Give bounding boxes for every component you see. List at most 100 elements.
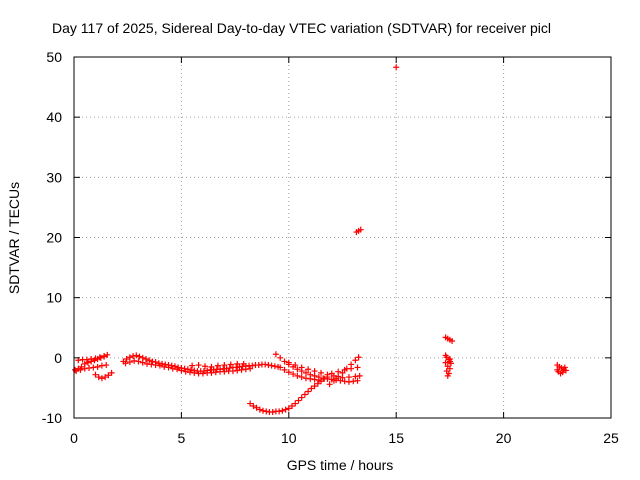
data-point — [335, 368, 342, 375]
data-point — [559, 369, 566, 376]
data-point — [214, 362, 221, 369]
data-point — [282, 406, 289, 413]
data-point — [337, 377, 344, 384]
data-point — [95, 374, 102, 381]
data-point — [277, 364, 284, 371]
y-tick-label: 20 — [46, 230, 62, 246]
data-point — [253, 404, 260, 411]
data-point — [355, 354, 362, 361]
data-point — [133, 352, 140, 359]
data-point — [83, 356, 90, 363]
data-point — [104, 351, 111, 358]
data-point — [333, 375, 340, 382]
data-point — [272, 351, 279, 358]
data-point — [354, 377, 361, 384]
data-point — [263, 408, 270, 415]
data-point — [178, 367, 185, 374]
data-point — [279, 407, 286, 414]
data-point — [290, 371, 297, 378]
data-point — [281, 366, 288, 373]
data-point — [96, 354, 103, 361]
data-point — [152, 362, 159, 369]
data-point — [447, 360, 454, 367]
data-point — [294, 372, 301, 379]
chart-title: Day 117 of 2025, Sidereal Day-to-day VTE… — [52, 20, 551, 36]
x-tick-label: 20 — [496, 430, 512, 446]
data-point — [562, 367, 569, 374]
data-point — [165, 364, 172, 371]
data-point — [249, 362, 256, 369]
data-point — [444, 372, 451, 379]
data-point — [298, 374, 305, 381]
data-point — [144, 360, 151, 367]
data-point — [234, 360, 241, 367]
data-point — [268, 362, 275, 369]
data-point — [250, 402, 257, 409]
data-point — [195, 362, 202, 369]
data-point — [247, 365, 254, 372]
data-point — [314, 380, 321, 387]
data-point — [328, 370, 335, 377]
data-point — [78, 363, 85, 370]
data-point — [236, 363, 243, 370]
data-point — [182, 368, 189, 375]
y-tick-label: 30 — [46, 169, 62, 185]
y-tick-label: 40 — [46, 109, 62, 125]
data-point — [199, 370, 206, 377]
data-point — [189, 362, 196, 369]
data-point — [255, 362, 262, 369]
data-point — [341, 378, 348, 385]
data-point — [135, 358, 142, 365]
y-tick-label: -10 — [42, 410, 62, 426]
data-point — [393, 64, 400, 71]
data-point — [84, 359, 91, 366]
data-point — [247, 400, 254, 407]
data-point — [281, 358, 288, 365]
data-point — [242, 366, 249, 373]
data-point — [324, 371, 331, 378]
data-point — [345, 374, 352, 381]
data-point — [354, 364, 361, 371]
data-point — [352, 373, 359, 380]
data-point — [81, 365, 88, 372]
data-point — [161, 363, 168, 370]
data-point — [130, 353, 137, 360]
data-point — [307, 375, 314, 382]
y-tick-label: 50 — [46, 49, 62, 65]
data-point — [226, 365, 233, 372]
x-tick-label: 0 — [70, 430, 78, 446]
data-point — [72, 366, 79, 373]
data-point — [265, 362, 272, 369]
data-point — [356, 372, 363, 379]
data-point — [240, 360, 247, 367]
data-point — [238, 366, 245, 373]
data-point — [554, 366, 561, 373]
data-point — [269, 408, 276, 415]
data-point — [168, 362, 175, 369]
data-point — [302, 375, 309, 382]
data-point — [318, 369, 325, 376]
data-point — [131, 357, 138, 364]
data-point — [285, 369, 292, 376]
data-point — [98, 362, 105, 369]
data-point — [295, 397, 302, 404]
data-point — [123, 356, 130, 363]
data-point — [292, 400, 299, 407]
data-point — [348, 365, 355, 372]
data-point — [320, 375, 327, 382]
data-point — [105, 372, 112, 379]
data-point — [260, 407, 267, 414]
x-tick-label: 10 — [281, 430, 297, 446]
data-point — [298, 364, 305, 371]
x-tick-label: 25 — [603, 430, 619, 446]
data-point — [311, 368, 318, 375]
data-point — [103, 362, 110, 369]
data-point — [292, 362, 299, 369]
data-point — [341, 366, 348, 373]
x-tick-label: 15 — [388, 430, 404, 446]
data-point — [181, 365, 188, 372]
x-tick-label: 5 — [178, 430, 186, 446]
data-point — [221, 362, 228, 369]
data-point — [148, 361, 155, 368]
